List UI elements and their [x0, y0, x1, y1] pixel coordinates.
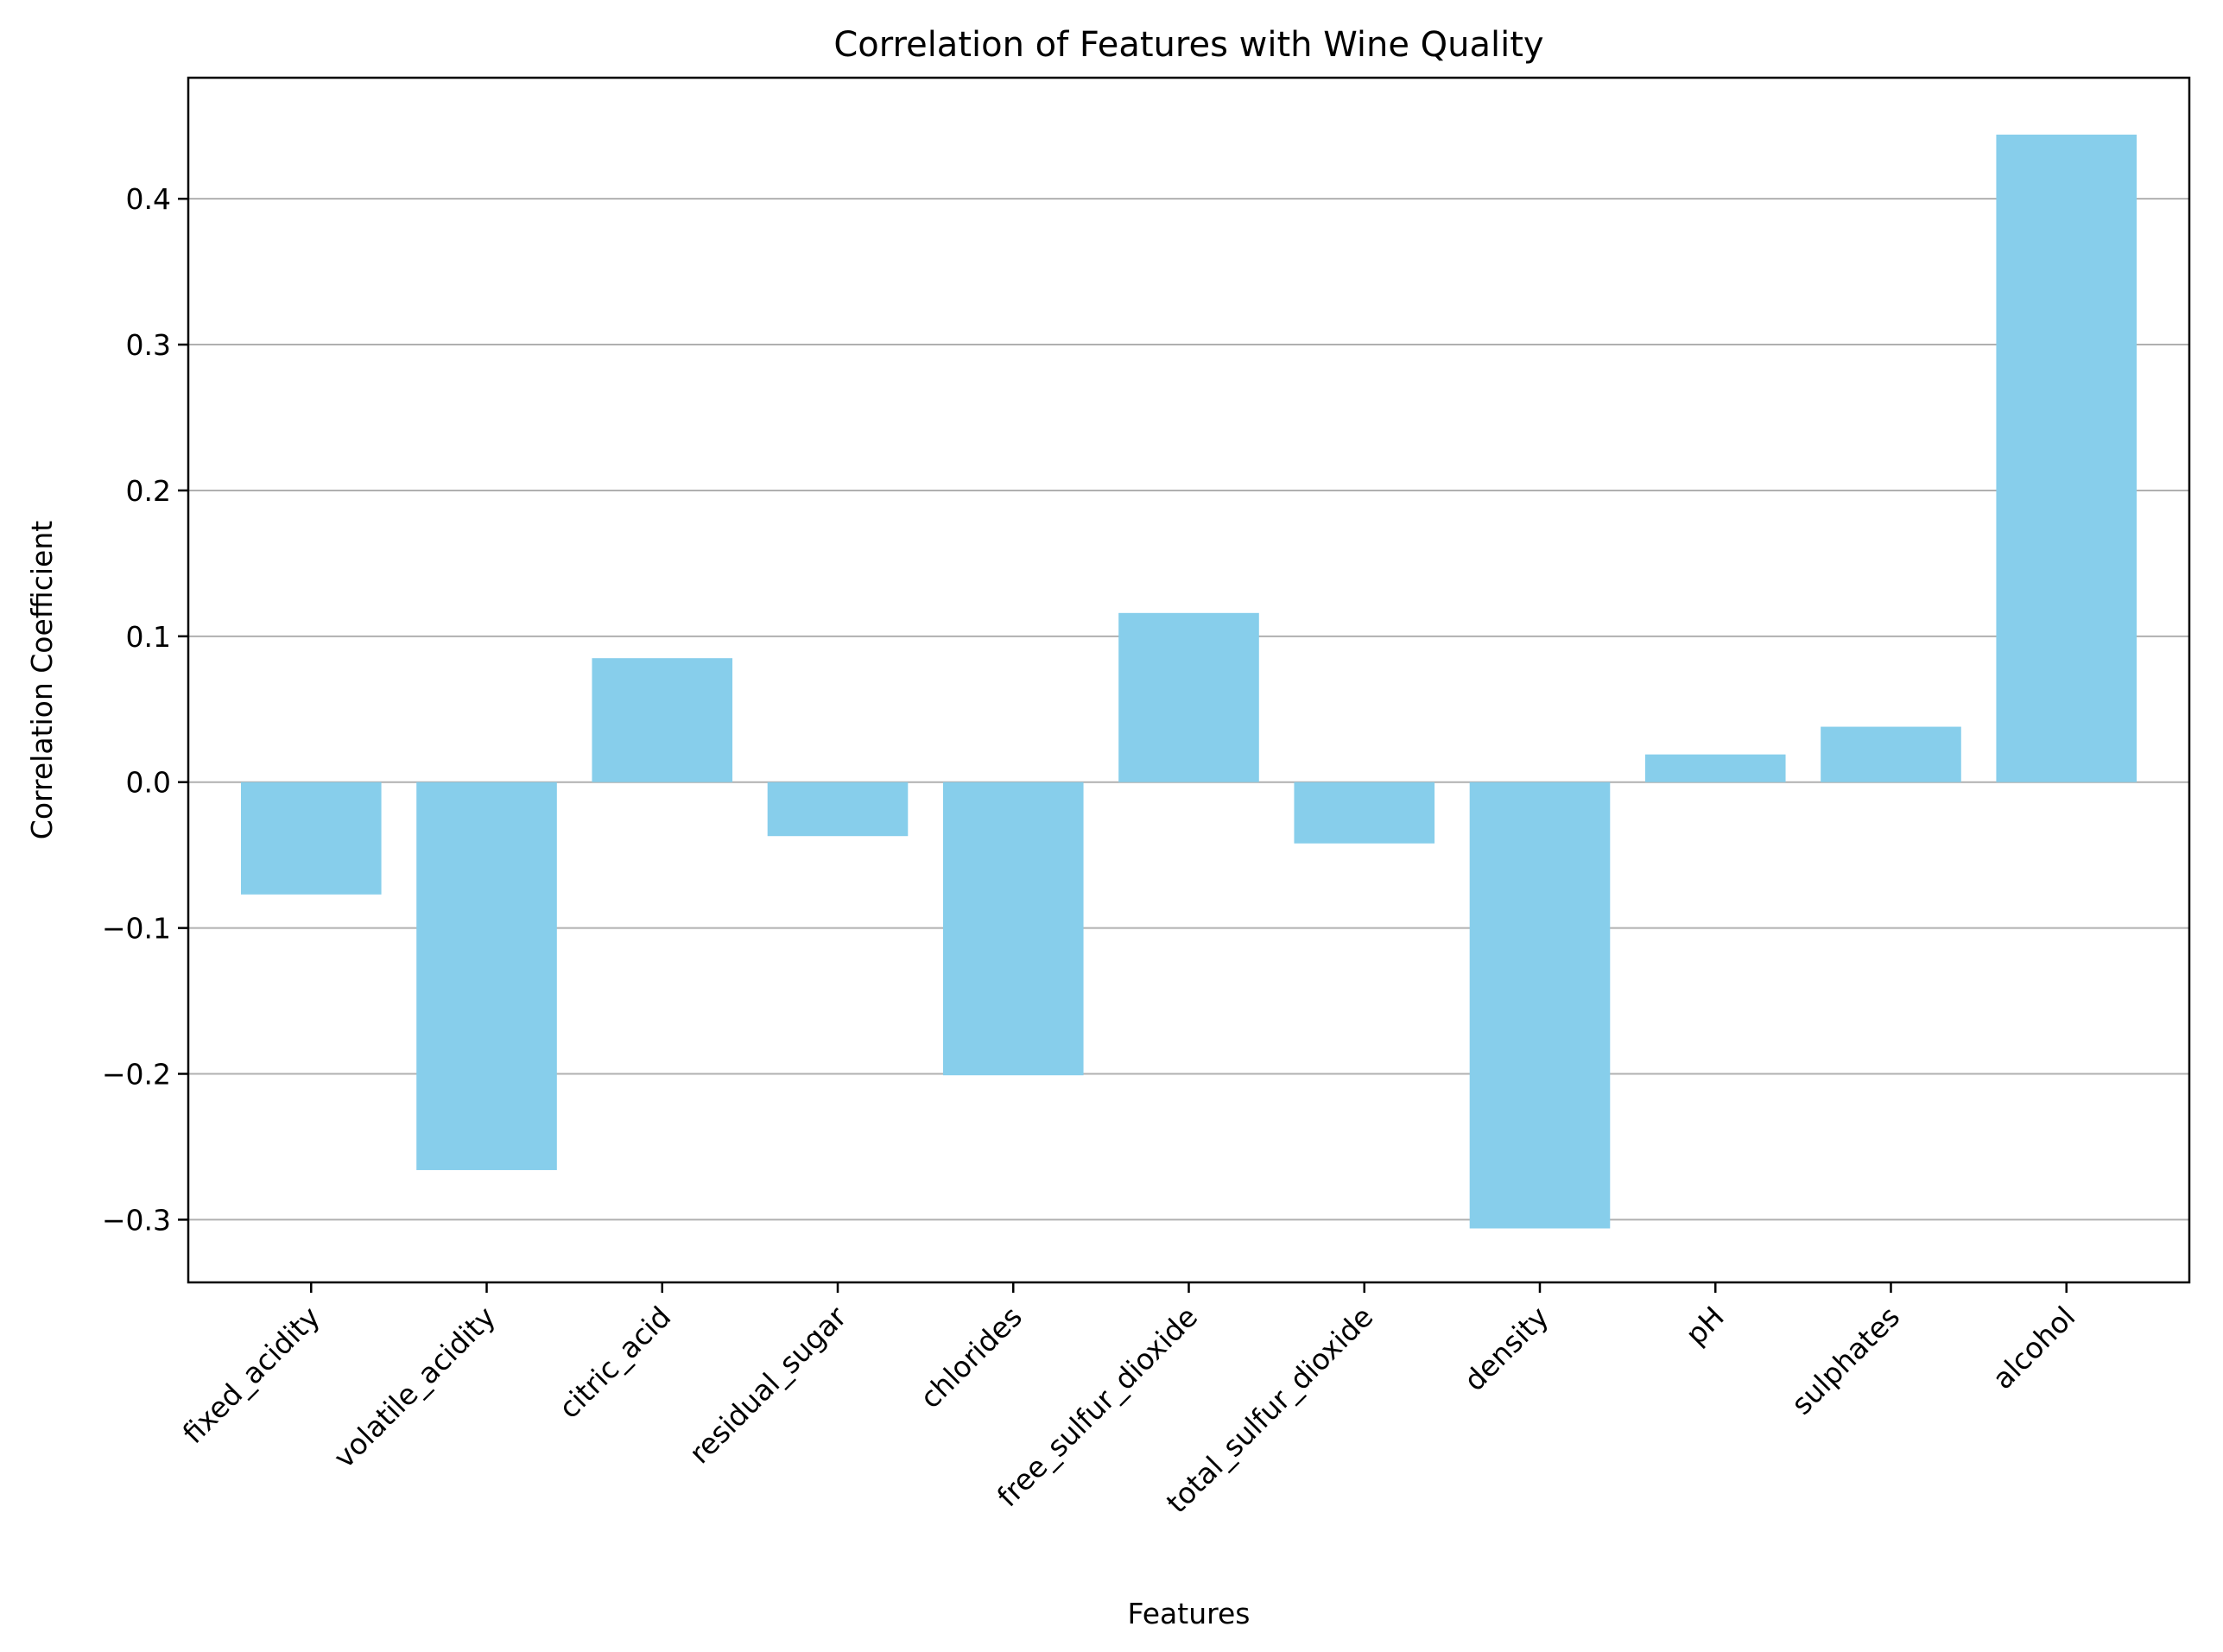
- y-axis-label: Correlation Coefficient: [25, 521, 59, 839]
- bar-alcohol: [1996, 134, 2138, 782]
- bar-residual-sugar: [767, 782, 909, 837]
- x-tick-label: pH: [1679, 1300, 1731, 1351]
- x-tick-label: density: [1458, 1300, 1555, 1397]
- y-tick-label: 0.0: [126, 766, 171, 800]
- x-tick-label: sulphates: [1785, 1300, 1907, 1421]
- bar-free-sulfur-dioxide: [1118, 612, 1259, 782]
- bar-total-sulfur-dioxide: [1294, 782, 1435, 844]
- bar-density: [1469, 782, 1611, 1229]
- bar-citric-acid: [592, 658, 733, 782]
- y-tick-label: 0.3: [126, 328, 171, 362]
- x-tick-label: citric_acid: [552, 1300, 677, 1425]
- bar-pH: [1644, 754, 1786, 782]
- x-tick-label: fixed_acidity: [176, 1300, 326, 1450]
- chart-title: Correlation of Features with Wine Qualit…: [833, 25, 1543, 65]
- y-tick-label: −0.3: [102, 1203, 171, 1237]
- y-tick-label: 0.1: [126, 620, 171, 654]
- y-tick-label: 0.2: [126, 474, 171, 508]
- x-axis-ticks: fixed_acidity volatile_acidity citric_acid…: [176, 1282, 2081, 1520]
- x-axis-label: Features: [1128, 1597, 1251, 1630]
- y-tick-label: −0.1: [102, 912, 171, 946]
- bar-fixed-acidity: [240, 782, 382, 895]
- bar-volatile-acidity: [416, 782, 557, 1170]
- x-tick-label: volatile_acidity: [327, 1300, 502, 1474]
- bars: [240, 134, 2138, 1229]
- x-tick-label: free_sulfur_dioxide: [991, 1300, 1204, 1513]
- bar-sulphates: [1821, 726, 1961, 782]
- y-tick-label: 0.4: [126, 182, 171, 216]
- x-tick-label: residual_sugar: [682, 1300, 853, 1471]
- y-axis-ticks: −0.3 −0.2 −0.1 0.0 0.1 0.2 0.3 0.4: [102, 182, 188, 1237]
- y-tick-label: −0.2: [102, 1057, 171, 1091]
- x-tick-label: chlorides: [914, 1300, 1029, 1415]
- bar-chlorides: [942, 782, 1084, 1076]
- x-tick-label: alcohol: [1986, 1300, 2081, 1396]
